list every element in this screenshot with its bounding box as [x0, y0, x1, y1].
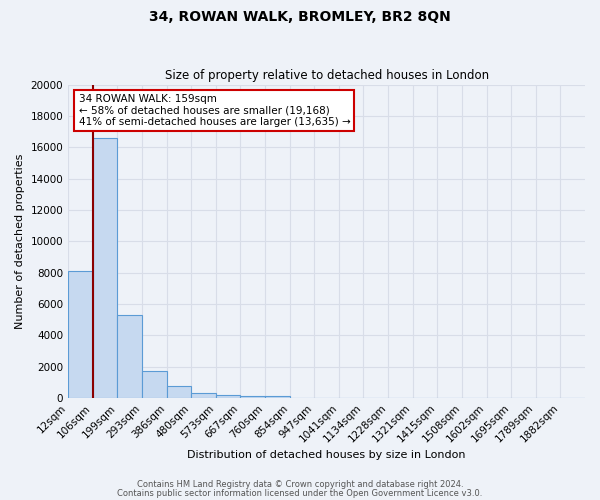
Bar: [118, 315, 142, 398]
Bar: [265, 396, 290, 398]
Text: 34, ROWAN WALK, BROMLEY, BR2 8QN: 34, ROWAN WALK, BROMLEY, BR2 8QN: [149, 10, 451, 24]
Text: Contains HM Land Registry data © Crown copyright and database right 2024.: Contains HM Land Registry data © Crown c…: [137, 480, 463, 489]
Title: Size of property relative to detached houses in London: Size of property relative to detached ho…: [164, 69, 488, 82]
Bar: [93, 138, 118, 398]
Bar: [241, 396, 265, 398]
Bar: [167, 386, 191, 398]
Bar: [191, 394, 216, 398]
Text: Contains public sector information licensed under the Open Government Licence v3: Contains public sector information licen…: [118, 488, 482, 498]
X-axis label: Distribution of detached houses by size in London: Distribution of detached houses by size …: [187, 450, 466, 460]
Bar: [216, 395, 241, 398]
Bar: [68, 271, 93, 398]
Y-axis label: Number of detached properties: Number of detached properties: [15, 154, 25, 329]
Text: 34 ROWAN WALK: 159sqm
← 58% of detached houses are smaller (19,168)
41% of semi-: 34 ROWAN WALK: 159sqm ← 58% of detached …: [79, 94, 350, 127]
Bar: [142, 370, 167, 398]
